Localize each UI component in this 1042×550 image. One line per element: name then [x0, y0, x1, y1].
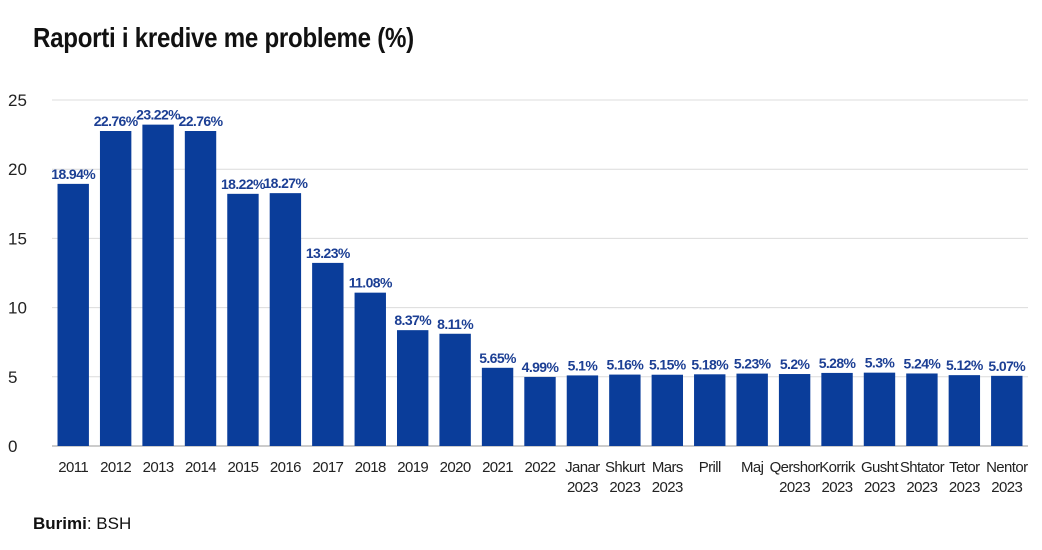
y-tick-label: 20	[8, 160, 27, 179]
x-tick-label: 2023	[567, 479, 598, 496]
data-label: 22.76%	[94, 113, 139, 129]
data-label: 5.16%	[607, 357, 645, 373]
source-note: Burimi: BSH	[33, 514, 131, 534]
x-tick-label: Qershor	[770, 459, 821, 476]
data-label: 4.99%	[522, 359, 560, 375]
chart-title: Raporti i kredive me probleme (%)	[33, 22, 414, 53]
bar	[481, 367, 514, 446]
bar	[227, 193, 259, 446]
x-tick-label: 2015	[227, 459, 258, 476]
x-tick-label: 2011	[58, 459, 88, 476]
data-label: 5.12%	[946, 357, 984, 373]
bar	[524, 376, 556, 446]
bar	[736, 373, 768, 446]
y-axis-ticks: 0 5 10 15 20 25	[8, 91, 27, 456]
bar	[609, 374, 641, 446]
bar	[651, 374, 684, 446]
bars	[57, 124, 1023, 447]
bar	[269, 193, 302, 446]
x-tick-label: Prill	[699, 459, 721, 476]
x-tick-label: Mars	[652, 459, 683, 476]
x-tick-label: Shkurt	[605, 459, 646, 476]
bar	[184, 131, 217, 447]
x-tick-label: 2023	[949, 479, 980, 496]
data-label: 5.28%	[819, 355, 857, 371]
bar	[778, 374, 811, 446]
data-labels: 18.94% 22.76%23.22%22.76% 18.22%18.27% 13.2…	[51, 107, 1027, 375]
data-label: 18.27%	[263, 175, 308, 191]
bar	[948, 375, 981, 446]
data-label: 5.15%	[649, 357, 687, 373]
data-label: 5.2%	[780, 356, 811, 372]
data-label: 5.23%	[734, 356, 772, 372]
x-tick-label: 2014	[185, 459, 216, 476]
x-tick-label: Tetor	[949, 459, 980, 476]
data-label: 5.18%	[691, 356, 729, 372]
data-label: 5.1%	[568, 357, 599, 373]
x-tick-label: 2023	[779, 479, 810, 496]
bar	[821, 372, 853, 446]
x-tick-label: 2023	[906, 479, 937, 496]
data-label: 11.08%	[349, 275, 393, 291]
x-tick-label: 2013	[143, 459, 174, 476]
x-tick-label: 2017	[312, 459, 343, 476]
bar	[991, 375, 1023, 446]
x-tick-label: 2022	[525, 459, 556, 476]
data-label: 18.94%	[51, 166, 96, 182]
x-tick-label: Janar	[565, 459, 600, 476]
x-axis-ticks: 2011 2012 2013 2014 2015 2016 2017 2018 2019 2020…	[58, 459, 1028, 496]
x-tick-label: 2023	[609, 479, 640, 496]
data-label: 18.22%	[221, 176, 266, 192]
bar	[863, 372, 896, 446]
y-tick-label: 25	[8, 91, 27, 110]
bar	[312, 262, 344, 446]
y-tick-label: 5	[8, 368, 17, 387]
source-value: BSH	[96, 514, 132, 533]
y-tick-label: 10	[8, 299, 27, 318]
x-tick-label: 2021	[482, 459, 513, 476]
x-tick-label: Gusht	[861, 459, 899, 476]
y-tick-label: 15	[8, 229, 27, 248]
x-tick-label: 2023	[822, 479, 853, 496]
source-separator: :	[86, 514, 97, 533]
x-tick-label: 2023	[991, 479, 1022, 496]
data-label: 5.24%	[904, 355, 942, 371]
source-label: Burimi	[33, 514, 87, 533]
data-label: 23.22%	[136, 107, 181, 123]
data-label: 5.07%	[988, 358, 1026, 374]
bar	[396, 330, 429, 446]
data-label: 8.37%	[394, 312, 432, 328]
x-tick-label: Shtator	[900, 459, 945, 476]
y-tick-label: 0	[8, 437, 17, 456]
x-tick-label: Maj	[741, 459, 764, 476]
x-tick-label: 2012	[100, 459, 131, 476]
bar	[906, 373, 938, 446]
data-label: 22.76%	[179, 113, 224, 129]
bar	[99, 131, 132, 447]
x-tick-label: Korrik	[819, 459, 856, 476]
x-tick-label: 2019	[397, 459, 428, 476]
bar	[694, 374, 726, 446]
bar	[142, 124, 174, 447]
x-tick-label: 2018	[355, 459, 386, 476]
x-tick-label: Nentor	[986, 459, 1028, 476]
bar	[354, 292, 386, 446]
x-tick-label: 2020	[440, 459, 471, 476]
x-tick-label: 2023	[652, 479, 683, 496]
data-label: 13.23%	[306, 245, 351, 261]
x-tick-label: 2023	[864, 479, 895, 496]
data-label: 5.65%	[479, 350, 517, 366]
x-tick-label: 2016	[270, 459, 301, 476]
bar	[57, 183, 89, 446]
bar	[566, 375, 599, 446]
data-label: 5.3%	[865, 355, 896, 371]
data-label: 8.11%	[437, 316, 474, 332]
bar	[439, 333, 471, 446]
